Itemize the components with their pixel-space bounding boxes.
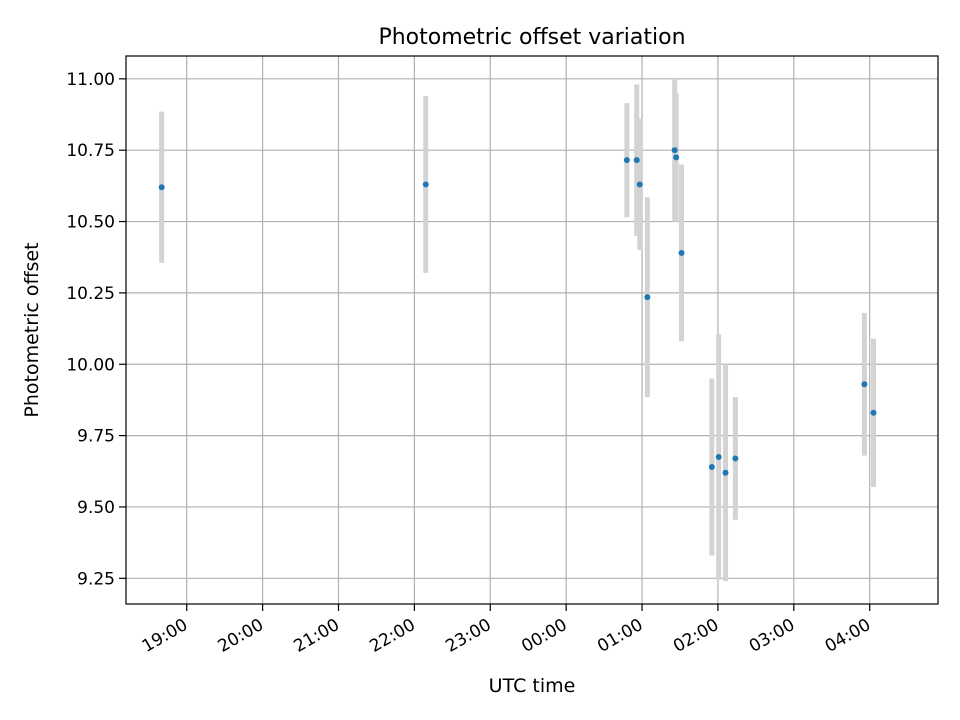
data-point — [633, 157, 640, 164]
y-tick-label: 9.25 — [77, 569, 115, 589]
y-tick-label: 10.25 — [66, 284, 115, 304]
x-tick-label: 04:00 — [822, 615, 874, 657]
grid — [126, 56, 938, 604]
y-tick-label: 9.50 — [77, 498, 115, 518]
x-tick-label: 21:00 — [291, 615, 343, 657]
x-tick-label: 03:00 — [746, 615, 798, 657]
data-point — [722, 469, 729, 476]
y-tick-label: 10.75 — [66, 141, 115, 161]
data-point — [671, 147, 678, 154]
y-tick-label: 10.50 — [66, 213, 115, 233]
data-point — [422, 181, 429, 188]
x-tick-label: 01:00 — [594, 615, 646, 657]
data-point — [708, 464, 715, 470]
data-points — [158, 147, 877, 476]
y-tick-label: 9.75 — [77, 427, 115, 447]
data-point — [673, 154, 680, 161]
data-point — [644, 294, 651, 301]
data-point — [715, 454, 722, 461]
chart-title: Photometric offset variation — [378, 25, 685, 50]
y-axis-label: Photometric offset — [21, 242, 43, 417]
data-point — [623, 157, 630, 164]
x-tick-label: 20:00 — [215, 615, 267, 657]
error-bars — [159, 78, 876, 582]
x-tick-label: 02:00 — [670, 615, 722, 657]
y-tick-label: 11.00 — [66, 70, 115, 90]
x-tick-label: 00:00 — [518, 615, 570, 657]
y-tick-label: 10.00 — [66, 355, 115, 375]
data-point — [870, 409, 877, 416]
x-tick-label: 23:00 — [442, 615, 494, 657]
data-point — [158, 184, 165, 191]
data-point — [861, 381, 868, 388]
data-point — [732, 455, 739, 462]
data-point — [636, 181, 643, 188]
axis-ticks: 19:00 20:00 21:00 22:00 23:00 00:00 01:00 02:00… — [66, 70, 874, 657]
plot-area-frame — [125, 55, 939, 605]
x-tick-label: 22:00 — [366, 615, 418, 657]
x-axis-label: UTC time — [489, 675, 576, 697]
data-point — [678, 249, 685, 256]
x-tick-label: 19:00 — [139, 615, 191, 657]
